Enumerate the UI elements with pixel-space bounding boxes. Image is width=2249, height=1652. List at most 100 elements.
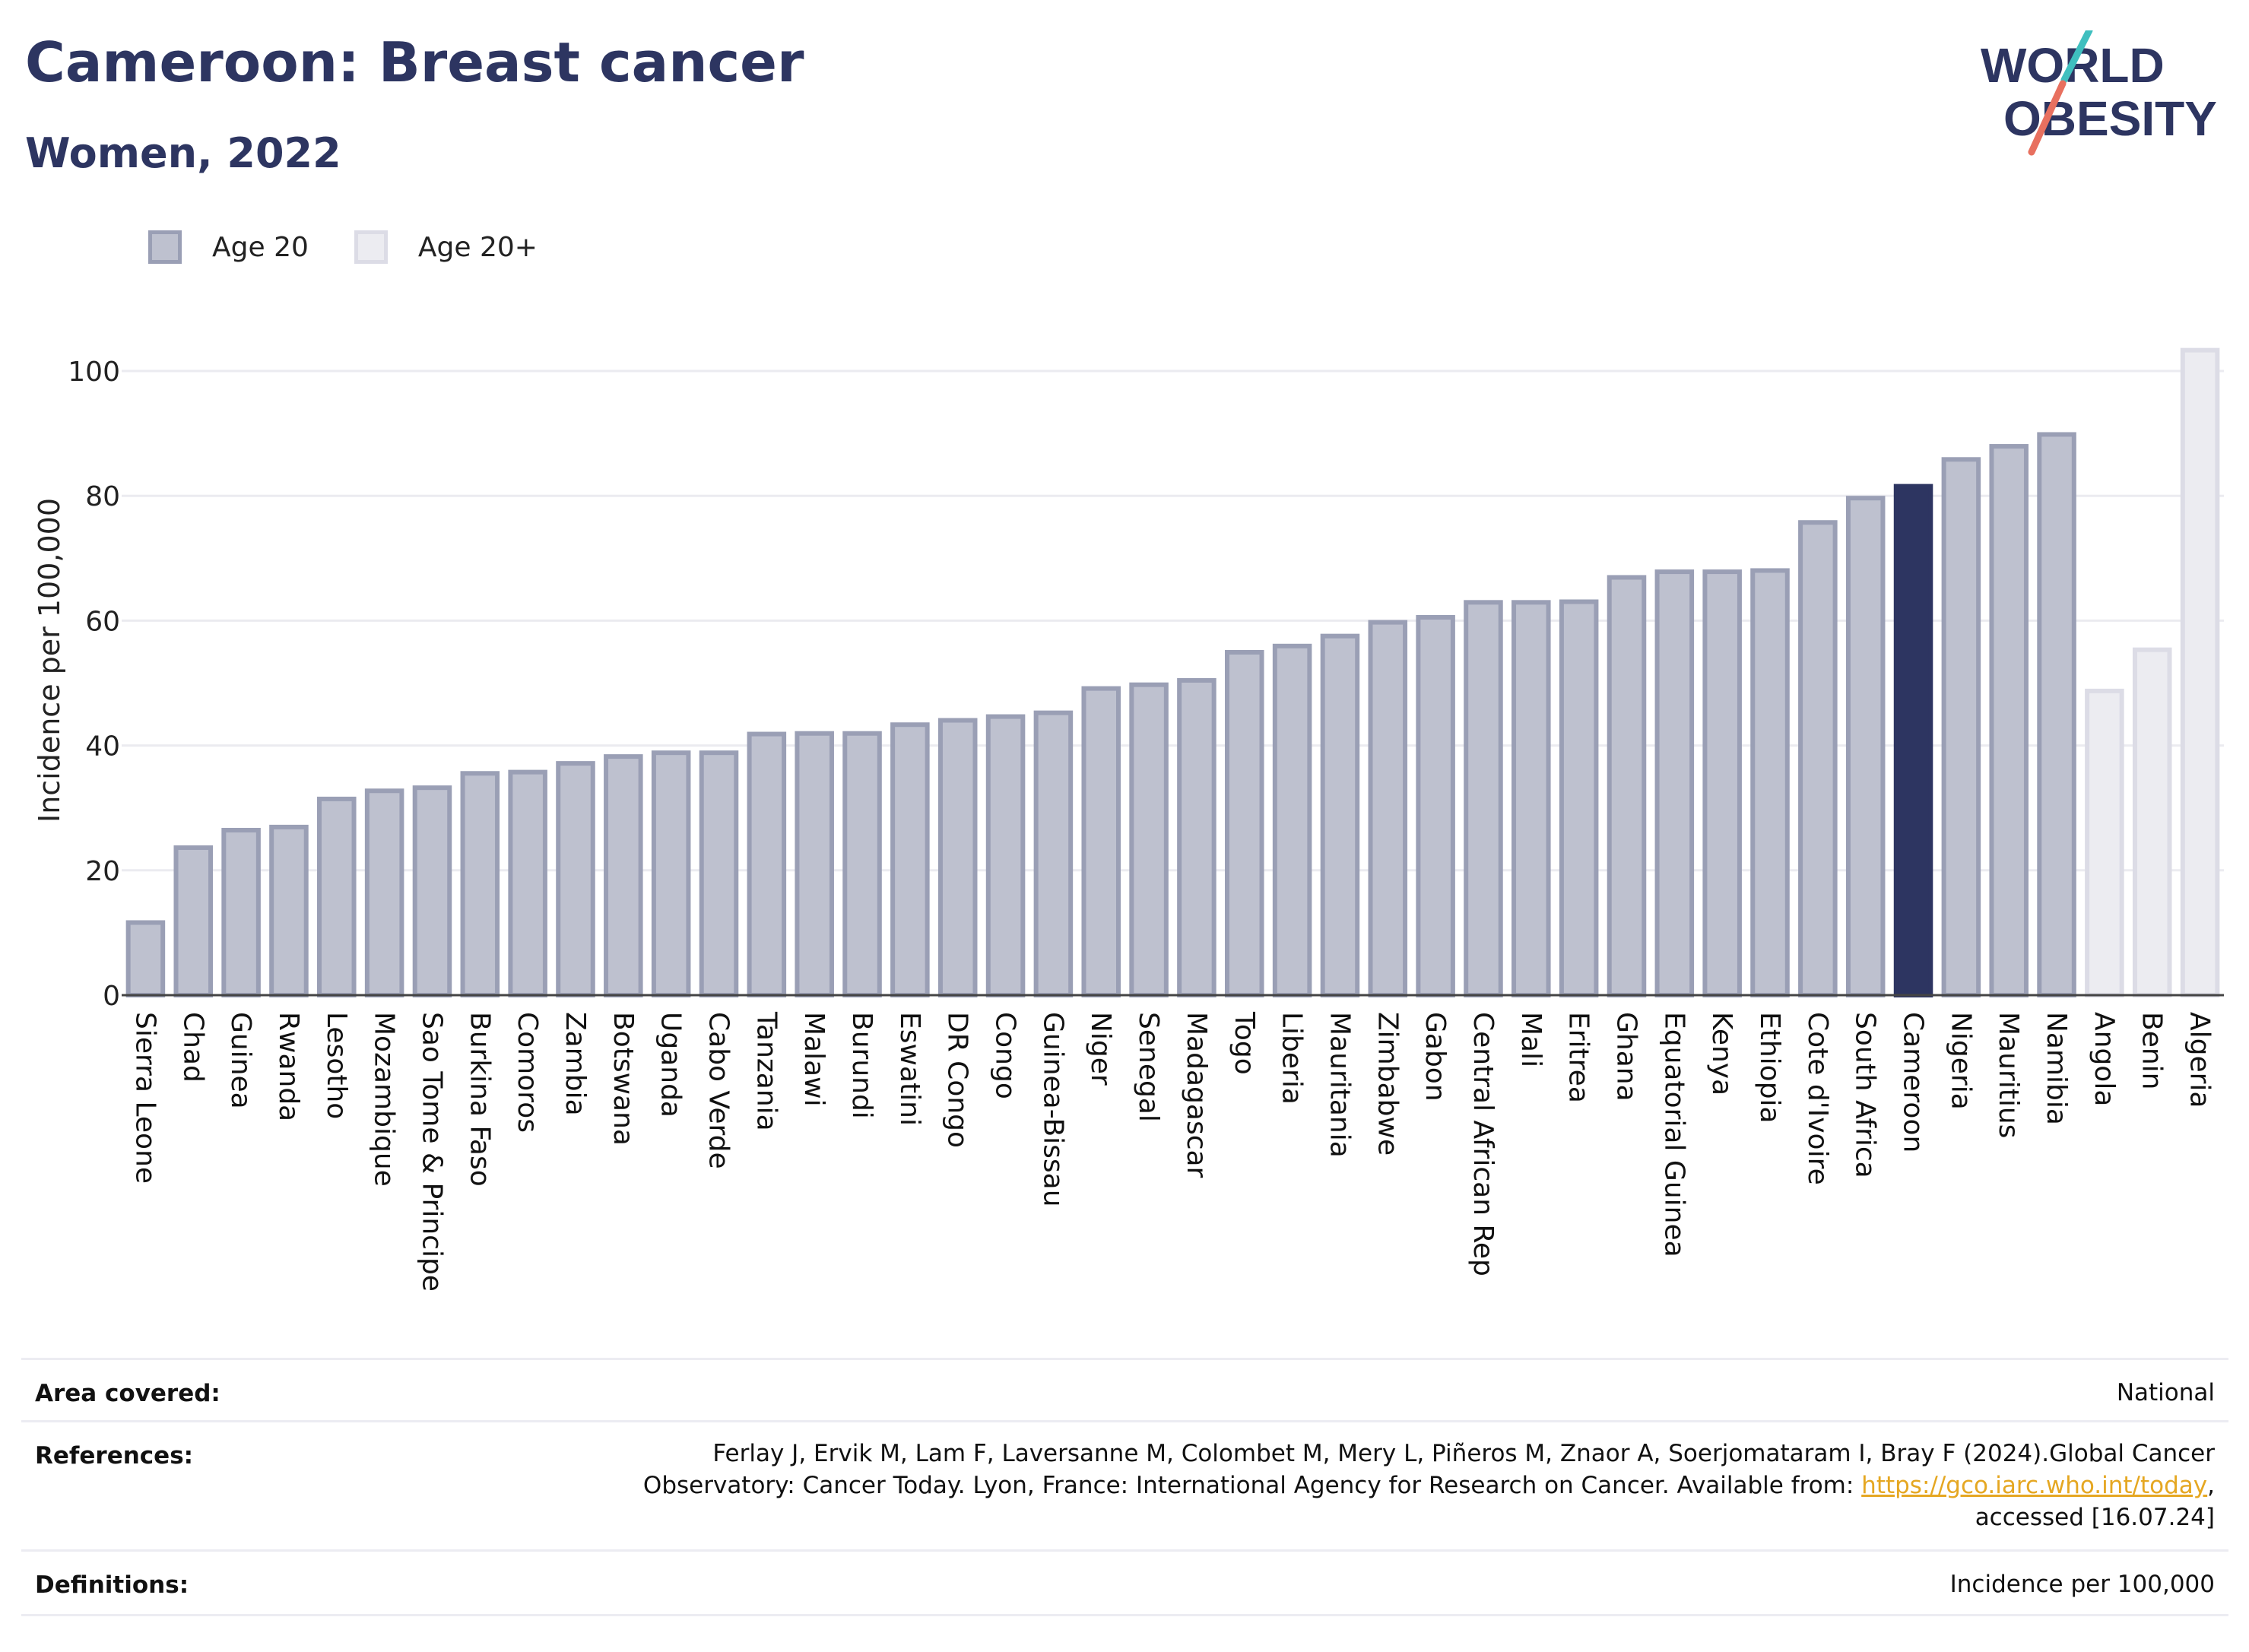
x-tick-label: Mali: [1515, 1012, 1546, 1067]
x-tick-label: Mozambique: [369, 1012, 400, 1187]
x-tick-label: Cabo Verde: [703, 1012, 734, 1169]
y-tick-label: 60: [85, 606, 120, 637]
x-tick-label: Mauritania: [1324, 1012, 1355, 1158]
references-text: Ferlay J, Ervik M, Lam F, Laversanne M, …: [643, 1438, 2215, 1533]
logo-slash-coral: [2028, 80, 2067, 156]
x-tick-label: South Africa: [1850, 1012, 1881, 1178]
area-covered-label: Area covered:: [35, 1380, 220, 1407]
bar: [1272, 643, 1312, 997]
x-tick-label: Togo: [1229, 1011, 1260, 1075]
x-tick-label: Malawi: [798, 1012, 829, 1107]
bar: [699, 750, 739, 998]
x-tick-label: Eritrea: [1563, 1012, 1594, 1103]
references-link[interactable]: https://gco.iarc.who.int/today: [1861, 1472, 2208, 1499]
x-tick-label: Ghana: [1610, 1012, 1642, 1102]
bar: [1511, 600, 1551, 997]
bar: [1416, 615, 1455, 997]
bar: [125, 920, 166, 997]
x-tick-label: Chad: [177, 1012, 208, 1083]
x-tick-label: Lesotho: [321, 1012, 352, 1119]
bar: [364, 788, 404, 998]
bar: [412, 785, 452, 998]
footer-row-references: References: Ferlay J, Ervik M, Lam F, La…: [21, 1420, 2228, 1552]
bar: [1654, 569, 1695, 997]
x-tick-label: Central African Rep: [1467, 1012, 1499, 1276]
bar: [890, 722, 930, 998]
bar: [1224, 649, 1264, 997]
bar: [2180, 347, 2220, 997]
bar: [1081, 686, 1121, 997]
x-tick-label: Rwanda: [273, 1012, 304, 1121]
y-tick-label: 80: [85, 481, 120, 512]
x-tick-label: Burundi: [846, 1012, 877, 1119]
x-tick-label: Eswatini: [894, 1012, 925, 1126]
x-tick-label: Benin: [2136, 1012, 2168, 1089]
x-tick-label: Ethiopia: [1754, 1012, 1785, 1124]
legend-item-age-20-plus[interactable]: Age 20+: [354, 230, 538, 264]
bar: [1750, 568, 1790, 997]
bar: [1702, 569, 1742, 997]
world-obesity-logo: WORLD OBESITY: [1981, 30, 2217, 156]
references-line-2: Observatory: Cancer Today. Lyon, France:…: [643, 1470, 2215, 1501]
bar: [1559, 599, 1599, 997]
x-tick-label: Comoros: [512, 1012, 543, 1133]
x-tick-label: Mauritius: [1993, 1012, 2024, 1138]
bar: [1320, 633, 1360, 997]
area-covered-value: National: [2116, 1379, 2215, 1406]
references-line-1: Ferlay J, Ervik M, Lam F, Laversanne M, …: [712, 1440, 2215, 1467]
bar-chart: 0 20 40 60 80 100 Incidence per 100,000 Sierra …: [33, 347, 2224, 1292]
bar: [604, 754, 643, 997]
legend-label-age-20-plus: Age 20+: [417, 231, 538, 263]
x-tick-label: Cameroon: [1898, 1012, 1929, 1153]
bar: [842, 731, 882, 997]
y-tick-label: 20: [85, 856, 120, 887]
x-tick-label: Congo: [990, 1012, 1021, 1099]
x-tick-label: Senegal: [1133, 1012, 1164, 1122]
bar: [460, 771, 500, 997]
x-tick-label: Niger: [1085, 1012, 1116, 1086]
bar: [651, 750, 691, 998]
x-tick-label: Zimbabwe: [1372, 1012, 1403, 1156]
logo-slash-teal: [2060, 30, 2093, 84]
bar: [1989, 444, 2029, 997]
x-tick-label: Uganda: [655, 1012, 687, 1118]
bar: [2037, 432, 2076, 997]
footer-row-definitions: Definitions: Incidence per 100,000: [21, 1549, 2228, 1616]
bar: [937, 718, 978, 997]
x-tick-label: Algeria: [2184, 1012, 2216, 1108]
bar: [173, 845, 214, 997]
bar: [221, 827, 261, 998]
bar: [1607, 575, 1647, 997]
bar: [1033, 710, 1074, 998]
legend-swatch-age-20-plus: [354, 230, 388, 264]
bar: [2085, 688, 2124, 997]
bar: [556, 761, 595, 997]
x-tick-label: Madagascar: [1181, 1012, 1212, 1178]
references-line-2-text: Observatory: Cancer Today. Lyon, France:…: [642, 1472, 1862, 1499]
y-tick-label: 100: [68, 357, 120, 388]
y-tick-label: 40: [85, 731, 120, 763]
legend-item-age-20[interactable]: Age 20: [148, 230, 309, 264]
chart-legend: Age 20 Age 20+: [148, 224, 583, 270]
references-label: References:: [35, 1442, 194, 1470]
y-tick-label: 0: [103, 981, 120, 1012]
bar: [1368, 620, 1408, 997]
x-tick-label: Gabon: [1420, 1012, 1451, 1102]
x-tick-label: DR Congo: [942, 1012, 973, 1148]
x-tick-label: Tanzania: [750, 1011, 782, 1131]
x-tick-label: Burkina Faso: [464, 1012, 495, 1187]
bar: [747, 731, 787, 998]
x-tick-label: Kenya: [1706, 1012, 1737, 1096]
x-tick-label: Sao Tome & Principe: [416, 1012, 447, 1292]
bar: [1798, 520, 1838, 997]
bar: [269, 824, 309, 997]
footer-row-area: Area covered: National: [21, 1358, 2228, 1422]
x-tick-label: Liberia: [1277, 1012, 1308, 1105]
bar: [985, 714, 1026, 997]
bar: [508, 769, 547, 998]
page-title: Cameroon: Breast cancer: [25, 30, 804, 94]
definitions-value: Incidence per 100,000: [1949, 1571, 2215, 1598]
x-tick-label: Nigeria: [1945, 1012, 1976, 1110]
x-tick-label: Guinea-Bissau: [1037, 1012, 1068, 1207]
bar: [317, 796, 357, 997]
